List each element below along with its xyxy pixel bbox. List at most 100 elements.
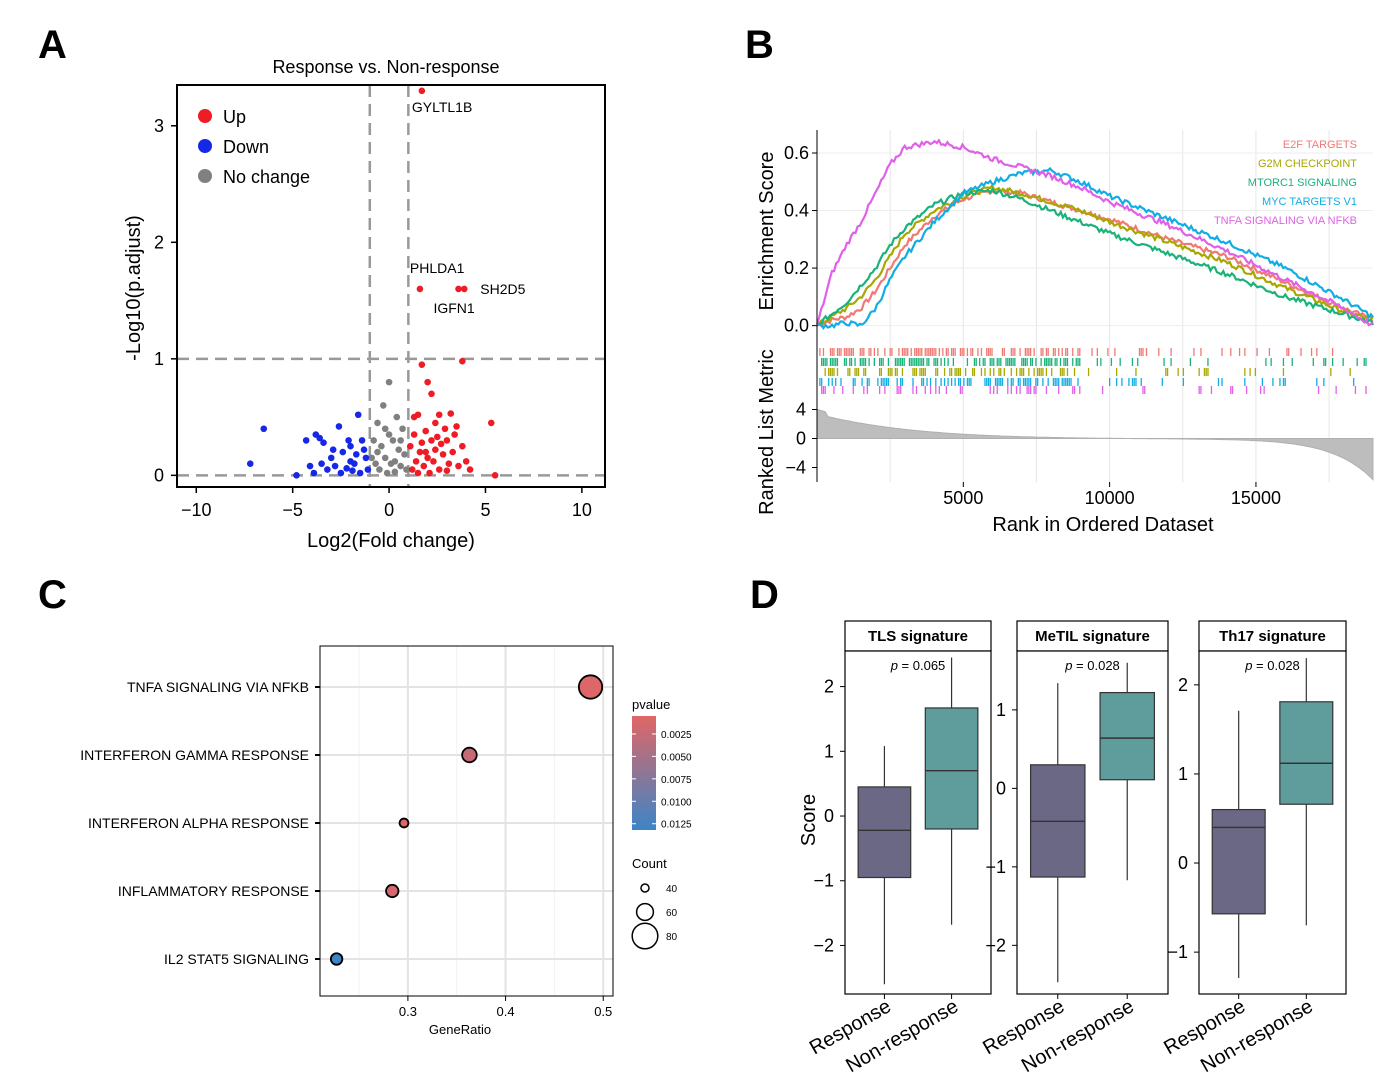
up-point: [406, 442, 414, 450]
pathway-label: INTERFERON GAMMA RESPONSE: [80, 747, 309, 763]
up-point: [437, 440, 445, 448]
nochange-point: [391, 458, 399, 465]
up-point: [418, 439, 426, 447]
score-tick-label: 2: [824, 677, 834, 697]
nochange-point: [372, 460, 379, 467]
up-point: [414, 469, 422, 477]
down-point: [354, 411, 362, 419]
ratio-tick-label: 0.5: [594, 1004, 612, 1019]
up-point: [418, 87, 426, 95]
gsea-plot: E2F TARGETS G2M CHECKPOINT MTORC1 SIGNALIN…: [756, 130, 1375, 536]
nochange-point: [385, 378, 393, 386]
panel-letter-b: B: [745, 23, 774, 67]
nochange-point: [370, 437, 377, 444]
nochange-point: [397, 462, 404, 470]
up-point: [460, 285, 468, 293]
down-point: [356, 469, 364, 477]
score-tick-label: 1: [996, 700, 1006, 720]
box: [1279, 701, 1334, 805]
rank-tick-label: 5000: [943, 488, 983, 508]
es-line: [816, 183, 1374, 326]
up-point: [432, 446, 439, 454]
up-point: [491, 472, 499, 479]
nochange-point: [368, 454, 376, 462]
facet-title: Th17 signature: [1219, 628, 1326, 645]
gsea-legend-label: G2M CHECKPOINT: [1258, 158, 1357, 170]
dot-x-axis-title: GeneRatio: [429, 1022, 491, 1037]
down-point: [302, 437, 310, 444]
facet-strip: [1198, 620, 1347, 652]
rank-tick-label: 15000: [1231, 488, 1281, 508]
up-point: [428, 390, 435, 398]
nochange-point: [403, 466, 410, 473]
up-point: [416, 285, 424, 293]
dot-frame: [319, 645, 614, 997]
up-point: [459, 357, 466, 365]
pvalue-colorbar: [632, 716, 656, 830]
up-point: [443, 467, 451, 474]
pathway-label: IL2 STAT5 SIGNALING: [164, 951, 309, 967]
x-tick-label: 5: [480, 500, 490, 520]
up-point: [449, 448, 456, 456]
metric-tick-label: 4: [796, 400, 806, 420]
panel-letter-a: A: [38, 23, 67, 67]
x-tick-label: −5: [282, 500, 303, 520]
enrichment-dot: [461, 746, 478, 764]
count-legend-title: Count: [632, 856, 667, 871]
score-tick-label: −2: [813, 935, 834, 955]
colorbar-tick-label: 0.0125: [661, 820, 692, 831]
count-legend-label: 80: [666, 932, 678, 943]
y-tick-label: 0: [154, 465, 164, 485]
es-tick-label: 0.6: [784, 143, 809, 163]
down-point: [347, 442, 354, 450]
facet-strip: [844, 620, 992, 652]
gene-label: IGFN1: [433, 300, 474, 316]
nochange-point: [383, 469, 391, 477]
enrichment-dot: [329, 952, 344, 966]
up-point: [462, 458, 470, 465]
up-point: [466, 466, 474, 473]
x-tick-label: −10: [181, 500, 212, 520]
nochange-point: [374, 419, 381, 427]
colorbar-tick-label: 0.0075: [661, 775, 692, 786]
legend-nochange-label: No change: [223, 167, 310, 187]
gsea-es-axis-title: Enrichment Score: [756, 152, 778, 311]
es-line: [815, 138, 1374, 327]
nochange-point: [378, 442, 385, 450]
facet-strip: [1016, 620, 1169, 652]
up-point: [416, 448, 424, 456]
score-tick-label: 1: [1178, 764, 1188, 784]
down-point: [260, 425, 268, 433]
volcano-y-axis-title: -Log10(p.adjust): [123, 215, 145, 361]
nochange-point: [374, 448, 381, 456]
nochange-point: [381, 425, 389, 433]
down-point: [352, 451, 360, 458]
facet-title: MeTIL signature: [1035, 628, 1150, 645]
x-tick-label: 0: [384, 500, 394, 520]
rank-tick-label: 10000: [1085, 488, 1135, 508]
volcano-frame: [176, 84, 606, 488]
down-point: [337, 469, 345, 477]
up-point: [414, 411, 422, 419]
box-y-axis-title: Score: [798, 794, 820, 846]
score-tick-label: −1: [813, 871, 834, 891]
es-line: [816, 187, 1374, 328]
facet-title: TLS signature: [868, 628, 968, 645]
ratio-tick-label: 0.4: [497, 1004, 515, 1019]
down-point: [331, 462, 339, 470]
y-tick-label: 2: [154, 232, 164, 252]
down-point: [246, 460, 254, 467]
legend-down-marker: [198, 139, 212, 153]
nochange-point: [393, 413, 401, 421]
nochange-point: [395, 446, 403, 454]
nochange-point: [401, 451, 408, 458]
down-point: [327, 454, 335, 462]
nochange-point: [385, 431, 393, 438]
down-point: [306, 462, 314, 470]
up-point: [430, 458, 437, 465]
up-point: [432, 419, 439, 427]
up-point: [447, 410, 455, 417]
up-point: [426, 469, 433, 477]
